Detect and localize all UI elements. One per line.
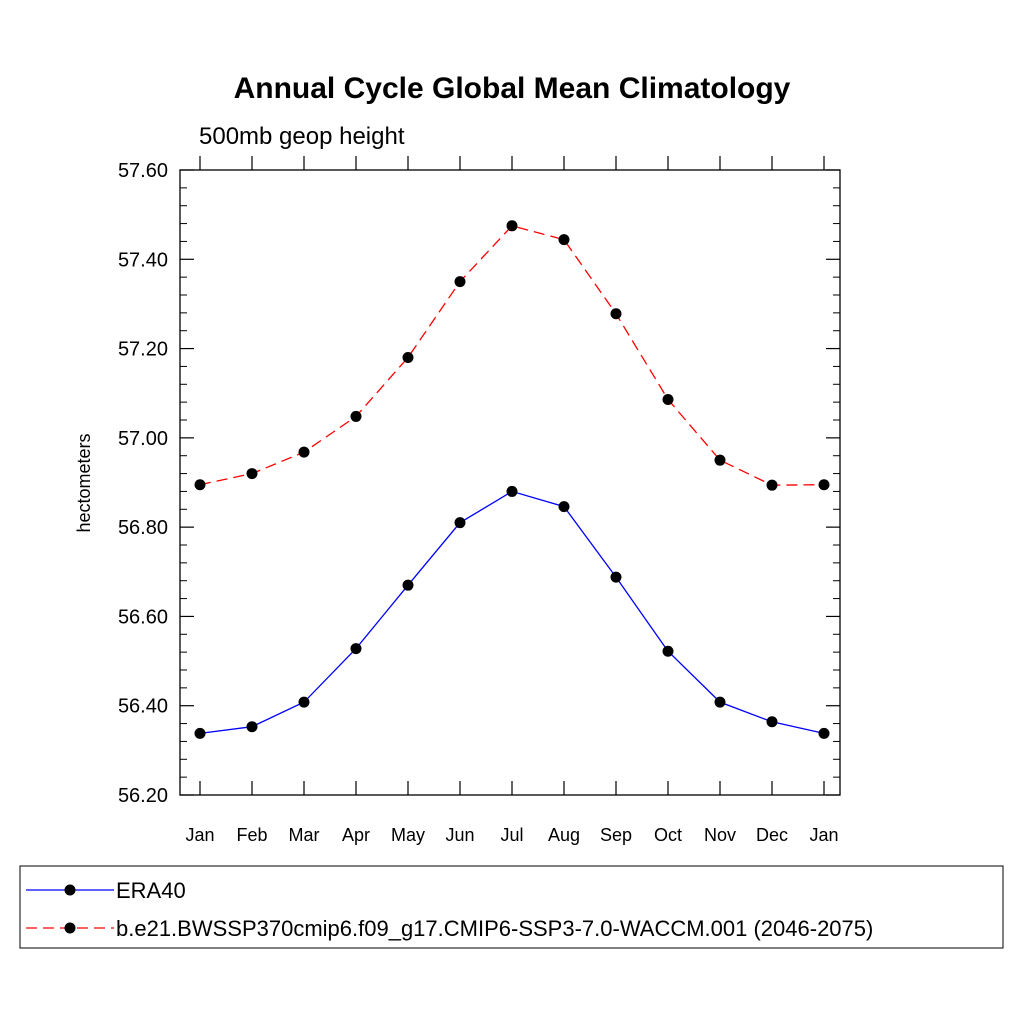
y-tick-label: 57.40 <box>118 249 168 271</box>
data-point <box>194 479 206 491</box>
y-tick-label: 56.80 <box>118 517 168 539</box>
x-tick-label: Jan <box>809 825 838 845</box>
data-point <box>402 579 414 591</box>
axes: 56.20 56.40 56.60 56.80 57.00 57.20 57.40 57.60… <box>118 156 841 845</box>
y-tick-label: 57.20 <box>118 339 168 361</box>
data-point <box>766 716 778 728</box>
data-point <box>246 468 258 480</box>
x-tick-label: Jul <box>500 825 523 845</box>
data-point <box>506 485 518 497</box>
x-tick-label: Jun <box>445 825 474 845</box>
data-point <box>714 696 726 708</box>
x-tick-label: Feb <box>236 825 267 845</box>
legend-marker-0 <box>64 884 76 896</box>
data-point <box>766 479 778 491</box>
data-point <box>506 220 518 232</box>
data-point <box>350 410 362 422</box>
x-tick-label: May <box>391 825 425 845</box>
data-point <box>662 393 674 405</box>
series-group <box>194 220 830 739</box>
y-axis-label: hectometers <box>74 433 94 532</box>
x-tick-label: Oct <box>654 825 682 845</box>
x-tick-label: Nov <box>704 825 736 845</box>
data-point <box>298 446 310 458</box>
data-point <box>454 276 466 288</box>
chart-title: Annual Cycle Global Mean Climatology <box>234 72 791 105</box>
data-point <box>298 696 310 708</box>
y-tick-label: 57.60 <box>118 160 168 182</box>
data-point <box>194 727 206 739</box>
legend-label-0: ERA40 <box>116 878 186 903</box>
legend-box <box>19 865 1004 949</box>
legend-label-1: b.e21.BWSSP370cmip6.f09_g17.CMIP6-SSP3-7… <box>116 916 873 941</box>
x-tick-label: Sep <box>600 825 632 845</box>
data-point <box>610 571 622 583</box>
y-tick-label: 57.00 <box>118 428 168 450</box>
y-tick-label: 56.40 <box>118 696 168 718</box>
data-point <box>662 645 674 657</box>
data-point <box>610 308 622 320</box>
y-tick-label: 56.20 <box>118 785 168 807</box>
chart-subtitle: 500mb geop height <box>199 123 405 150</box>
data-point <box>714 454 726 466</box>
y-tick-label: 56.60 <box>118 606 168 628</box>
series-line-0 <box>199 490 825 735</box>
x-tick-label: Dec <box>756 825 788 845</box>
x-tick-label: Mar <box>289 825 320 845</box>
data-point <box>246 721 258 733</box>
data-point <box>350 643 362 655</box>
data-point <box>818 479 830 491</box>
data-point <box>818 727 830 739</box>
x-tick-label: Aug <box>548 825 580 845</box>
series-line-1 <box>199 225 825 486</box>
x-tick-label: Apr <box>342 825 370 845</box>
data-point <box>454 517 466 529</box>
data-point <box>402 352 414 363</box>
plot-frame <box>179 169 841 796</box>
data-point <box>558 234 570 246</box>
legend: ERA40 b.e21.BWSSP370cmip6.f09_g17.CMIP6-S… <box>26 878 873 941</box>
data-point <box>558 501 570 513</box>
legend-marker-1 <box>64 922 76 934</box>
x-tick-label: Jan <box>185 825 214 845</box>
